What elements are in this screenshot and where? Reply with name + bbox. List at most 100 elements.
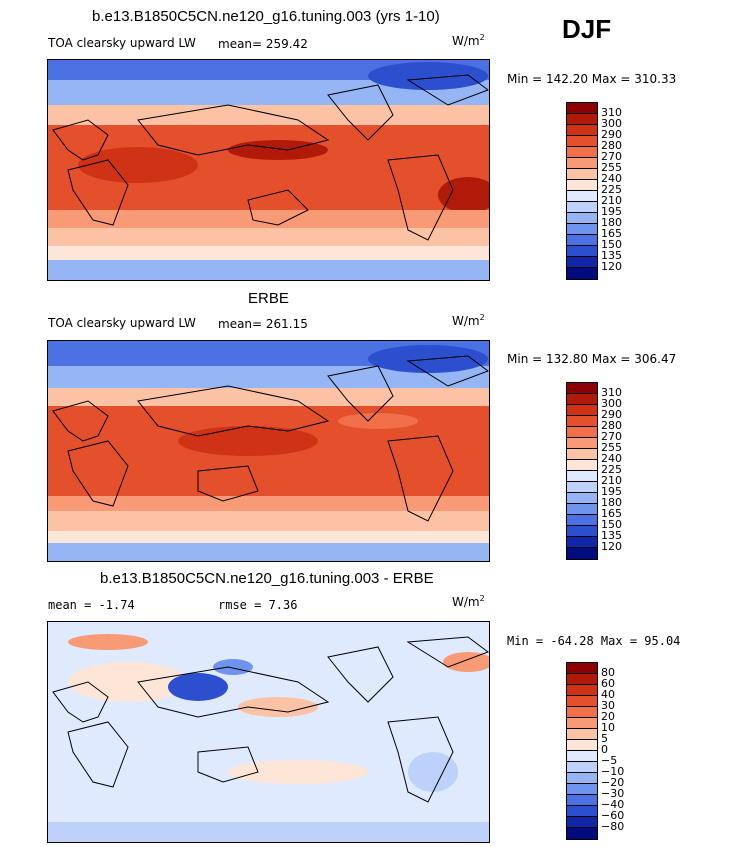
colorbar-swatch <box>567 191 597 202</box>
colorbar-tick-label: 270 <box>601 150 622 163</box>
colorbar-tick-label: 40 <box>601 688 615 701</box>
colorbar-swatch <box>567 114 597 125</box>
panel1-colorbar <box>566 102 598 280</box>
colorbar-tick-label: −40 <box>601 798 625 811</box>
colorbar-tick-label: 280 <box>601 139 622 152</box>
colorbar-swatch <box>567 202 597 213</box>
colorbar-tick-label: −80 <box>601 820 625 833</box>
colorbar-swatch <box>567 136 597 147</box>
colorbar-swatch <box>567 537 597 548</box>
colorbar-tick-label: 5 <box>601 732 608 745</box>
colorbar-swatch <box>567 718 597 729</box>
colorbar-swatch <box>567 147 597 158</box>
colorbar-swatch <box>567 103 597 114</box>
colorbar-tick-label: 225 <box>601 463 622 476</box>
colorbar-tick-label: 310 <box>601 106 622 119</box>
colorbar-swatch <box>567 740 597 751</box>
panel1-variable-label: TOA clearsky upward LW <box>48 36 196 50</box>
colorbar-swatch <box>567 548 597 559</box>
colorbar-tick-label: 255 <box>601 161 622 174</box>
colorbar-swatch <box>567 482 597 493</box>
colorbar-swatch <box>567 784 597 795</box>
colorbar-tick-label: 195 <box>601 205 622 218</box>
panel3-units: W/m2 <box>452 594 485 609</box>
panel1-colorbar-labels: 310 300 290 280 270 255 240 225 210 195 180 165 150 1… <box>601 102 661 278</box>
panel1-units: W/m2 <box>452 33 485 48</box>
season-label: DJF <box>562 14 612 44</box>
colorbar-tick-label: 135 <box>601 249 622 262</box>
colorbar-swatch <box>567 394 597 405</box>
colorbar-swatch <box>567 751 597 762</box>
colorbar-tick-label: 300 <box>601 117 622 130</box>
colorbar-swatch <box>567 526 597 537</box>
colorbar-tick-label: 0 <box>601 743 608 756</box>
colorbar-tick-label: −5 <box>601 754 618 767</box>
colorbar-swatch <box>567 180 597 191</box>
colorbar-tick-label: 60 <box>601 677 615 690</box>
panel2-variable-label: TOA clearsky upward LW <box>48 316 196 330</box>
colorbar-tick-label: 180 <box>601 496 622 509</box>
colorbar-swatch <box>567 405 597 416</box>
colorbar-swatch <box>567 235 597 246</box>
colorbar-swatch <box>567 268 597 279</box>
panel2-units: W/m2 <box>452 313 485 328</box>
colorbar-swatch <box>567 169 597 180</box>
panel1-mean-label: mean= 259.42 <box>218 37 308 51</box>
colorbar-tick-label: 195 <box>601 485 622 498</box>
colorbar-tick-label: −10 <box>601 765 625 778</box>
colorbar-swatch <box>567 817 597 828</box>
colorbar-swatch <box>567 471 597 482</box>
panel3-minmax: Min = -64.28 Max = 95.04 <box>507 634 681 648</box>
colorbar-tick-label: 300 <box>601 397 622 410</box>
colorbar-swatch <box>567 460 597 471</box>
colorbar-swatch <box>567 246 597 257</box>
colorbar-tick-label: −20 <box>601 776 625 789</box>
colorbar-swatch <box>567 504 597 515</box>
colorbar-swatch <box>567 663 597 674</box>
colorbar-swatch <box>567 515 597 526</box>
colorbar-swatch <box>567 427 597 438</box>
colorbar-tick-label: 80 <box>601 666 615 679</box>
colorbar-tick-label: 290 <box>601 128 622 141</box>
colorbar-tick-label: 30 <box>601 699 615 712</box>
colorbar-tick-label: −30 <box>601 787 625 800</box>
panel3-map <box>47 621 490 843</box>
panel3-mean-label: mean = -1.74 <box>48 598 135 612</box>
panel3-map-svg <box>48 622 489 842</box>
colorbar-swatch <box>567 125 597 136</box>
colorbar-swatch <box>567 729 597 740</box>
colorbar-tick-label: 165 <box>601 507 622 520</box>
colorbar-swatch <box>567 449 597 460</box>
colorbar-swatch <box>567 696 597 707</box>
colorbar-tick-label: 150 <box>601 238 622 251</box>
colorbar-tick-label: 310 <box>601 386 622 399</box>
colorbar-swatch <box>567 806 597 817</box>
colorbar-tick-label: 210 <box>601 194 622 207</box>
colorbar-swatch <box>567 158 597 169</box>
colorbar-tick-label: 280 <box>601 419 622 432</box>
colorbar-swatch <box>567 383 597 394</box>
panel2-colorbar-labels: 310 300 290 280 270 255 240 225 210 195 180 165 150 1… <box>601 382 661 558</box>
colorbar-swatch <box>567 795 597 806</box>
colorbar-tick-label: 120 <box>601 260 622 273</box>
panel1-map-svg <box>48 60 489 280</box>
colorbar-tick-label: 135 <box>601 529 622 542</box>
colorbar-swatch <box>567 213 597 224</box>
colorbar-swatch <box>567 257 597 268</box>
colorbar-tick-label: 120 <box>601 540 622 553</box>
colorbar-tick-label: 150 <box>601 518 622 531</box>
colorbar-swatch <box>567 828 597 839</box>
panel3-colorbar <box>566 662 598 840</box>
panel2-map-svg <box>48 341 489 561</box>
panel3-colorbar-labels: 80 60 40 30 20 10 5 0 −5 −10 −20 −30 −40 −60 −80 <box>601 662 661 838</box>
colorbar-tick-label: 240 <box>601 452 622 465</box>
panel3-rmse-label: rmse = 7.36 <box>218 598 298 612</box>
colorbar-tick-label: 290 <box>601 408 622 421</box>
colorbar-swatch <box>567 493 597 504</box>
colorbar-tick-label: 270 <box>601 430 622 443</box>
panel2-minmax: Min = 132.80 Max = 306.47 <box>507 352 677 366</box>
colorbar-swatch <box>567 224 597 235</box>
colorbar-tick-label: 180 <box>601 216 622 229</box>
panel1-title: b.e13.B1850C5CN.ne120_g16.tuning.003 (yr… <box>92 8 440 25</box>
colorbar-tick-label: 20 <box>601 710 615 723</box>
